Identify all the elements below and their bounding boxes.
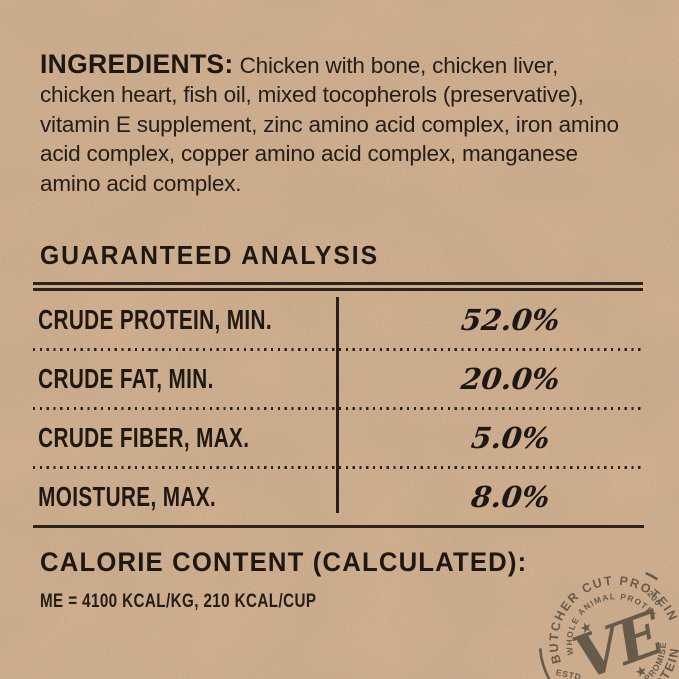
calorie-content-heading: CALORIE CONTENT (CALCULATED): bbox=[40, 547, 528, 577]
row-value: 20.0% bbox=[459, 362, 562, 396]
calorie-me-line: ME = 4100 KCAL/KG, 210 KCAL/CUP bbox=[40, 591, 317, 612]
row-label: CRUDE PROTEIN, MIN. bbox=[38, 304, 272, 335]
ingredients-line: amino acid complex. bbox=[40, 170, 242, 196]
double-rule bbox=[33, 282, 643, 291]
table-row: MOISTURE, MAX. 8.0% bbox=[33, 469, 644, 525]
table-row: CRUDE FIBER, MAX. 5.0% bbox=[33, 410, 644, 466]
guaranteed-analysis-heading: GUARANTEED ANALYSIS bbox=[40, 240, 379, 270]
ingredients-heading: INGREDIENTS: bbox=[40, 49, 234, 79]
ingredients-line: vitamin E supplement, zinc amino acid co… bbox=[40, 111, 619, 137]
table-row: CRUDE FAT, MIN. 20.0% bbox=[33, 351, 644, 407]
row-value: 52.0% bbox=[459, 303, 562, 337]
ingredients-text: Chicken with bone, chicken liver, bbox=[233, 53, 559, 78]
row-label: CRUDE FAT, MIN. bbox=[38, 363, 214, 394]
ingredients-line: acid complex, copper amino acid complex,… bbox=[40, 141, 578, 167]
row-label: MOISTURE, MAX. bbox=[38, 481, 217, 512]
row-label: CRUDE FIBER, MAX. bbox=[38, 422, 250, 453]
table-row: CRUDE PROTEIN, MIN. 52.0% bbox=[33, 292, 644, 348]
ingredients-line: chicken heart, fish oil, mixed tocophero… bbox=[40, 82, 584, 108]
guaranteed-analysis-table: CRUDE PROTEIN, MIN. 52.0% CRUDE FAT, MIN… bbox=[33, 292, 644, 528]
ingredients-line: INGREDIENTS: Chicken with bone, chicken … bbox=[40, 49, 650, 80]
row-value: 5.0% bbox=[469, 421, 552, 455]
stamp-border-arc bbox=[645, 571, 659, 581]
brand-stamp: BUTCHER CUT PROTEIN WHOLE ANIMAL PROTEIN… bbox=[527, 554, 679, 679]
row-value: 8.0% bbox=[469, 480, 552, 514]
ingredients-section: INGREDIENTS: Chicken with bone, chicken … bbox=[40, 49, 650, 198]
